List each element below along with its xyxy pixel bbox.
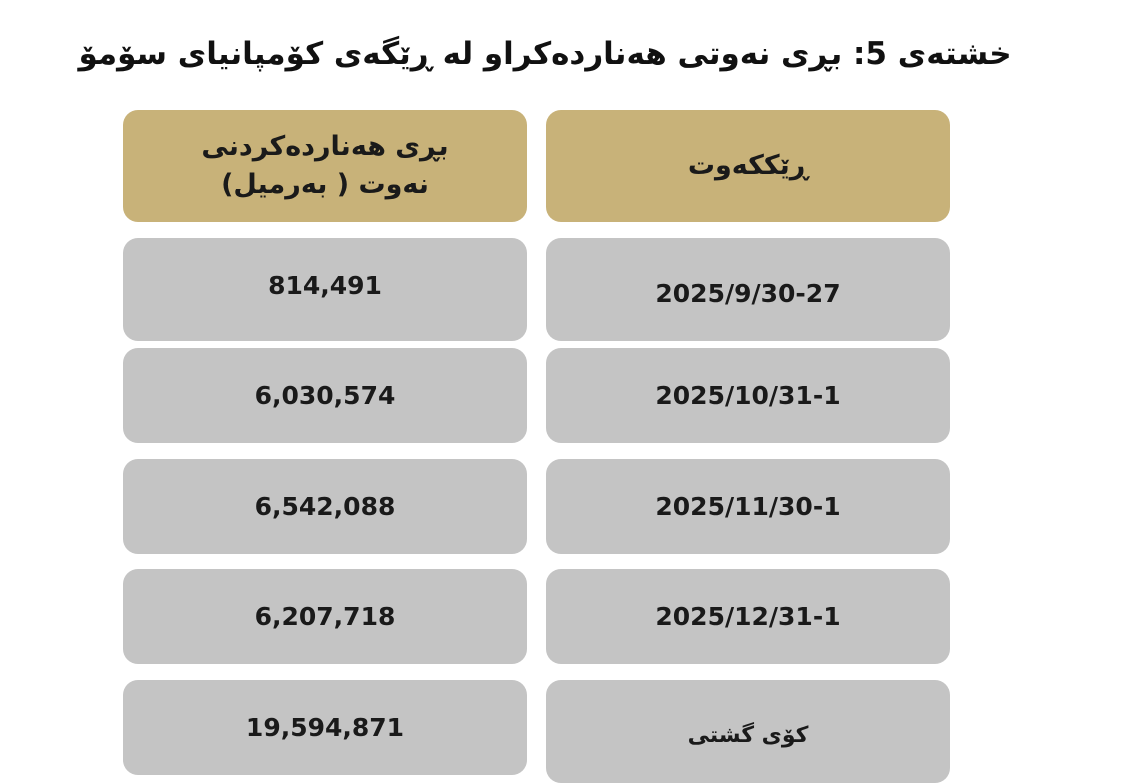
date-cell: 2025/10/31-1 xyxy=(546,348,950,443)
total-amount-cell: 19,594,871 xyxy=(123,680,527,775)
date-cell: 2025/12/31-1 xyxy=(546,569,950,664)
date-cell: 2025/9/30-27 xyxy=(546,238,950,341)
total-label-cell: کۆی گشتی xyxy=(546,680,950,783)
amount-cell: 6,542,088 xyxy=(123,459,527,554)
amount-cell: 6,030,574 xyxy=(123,348,527,443)
amount-cell: 814,491 xyxy=(123,238,527,341)
date-cell: 2025/11/30-1 xyxy=(546,459,950,554)
header-amount: بڕی هەناردەکردنی نەوت ( بەرمیل) xyxy=(123,110,527,222)
header-amount-label: بڕی هەناردەکردنی نەوت ( بەرمیل) xyxy=(201,131,449,200)
amount-cell: 6,207,718 xyxy=(123,569,527,664)
table-title: خشتەی 5: بڕی نەوتی هەناردەکراو لە ڕێگەی … xyxy=(78,36,1012,72)
header-date: ڕێککەوت xyxy=(546,110,950,222)
